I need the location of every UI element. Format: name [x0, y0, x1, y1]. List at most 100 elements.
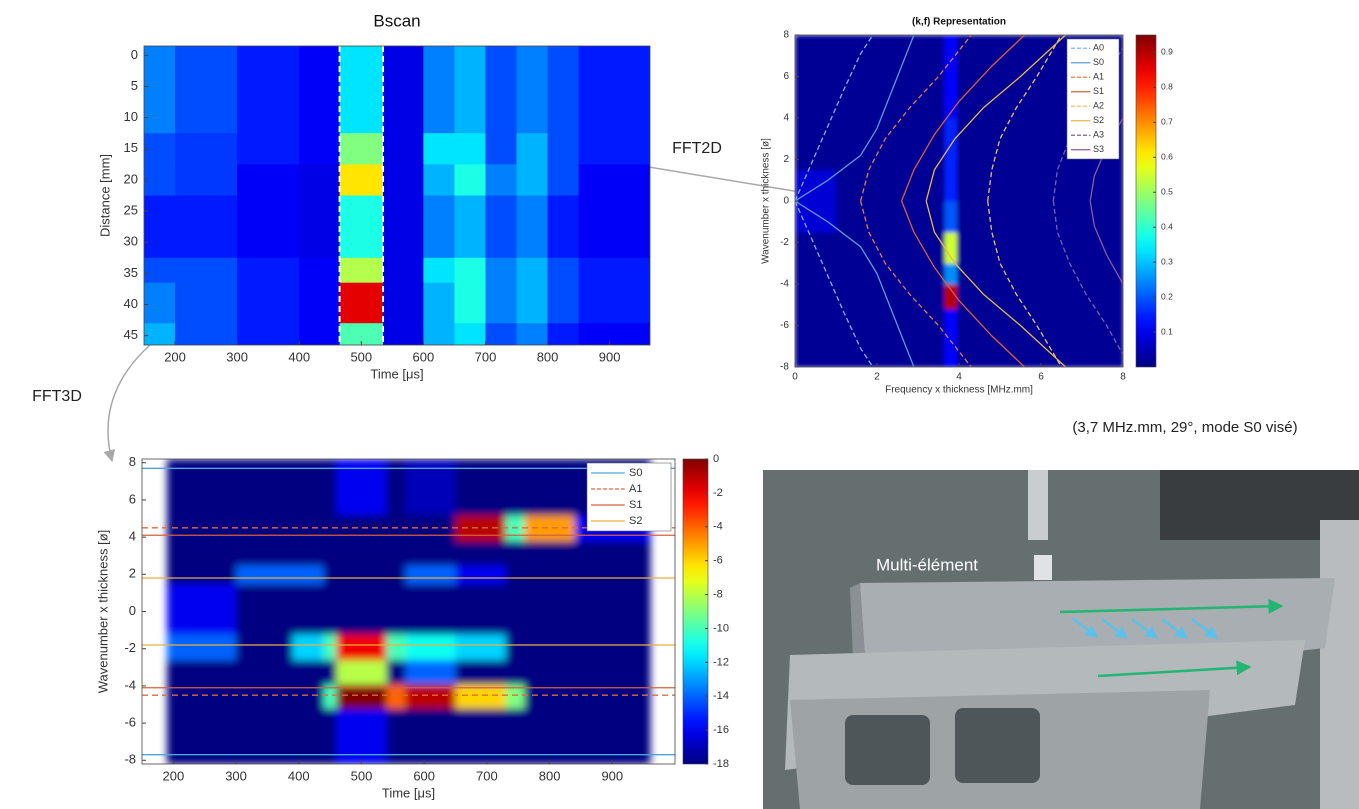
heatmap-cell — [336, 540, 388, 566]
heatmap-cell — [292, 708, 325, 764]
heatmap-cell — [236, 659, 293, 685]
heatmap-cell — [144, 282, 176, 324]
heatmap — [144, 46, 650, 345]
heatmap-cell — [1000, 263, 1042, 285]
heatmap-cell — [383, 257, 424, 284]
heatmap-cell — [299, 257, 341, 284]
heatmap-cell — [336, 565, 388, 585]
heatmap-cell — [956, 35, 1001, 119]
heatmap-cell — [454, 46, 486, 134]
heatmap-cell — [339, 257, 384, 284]
y-tick-label: -2 — [124, 640, 136, 655]
heatmap-cell — [237, 282, 300, 324]
legend-label: S1 — [629, 499, 642, 511]
heatmap-cell — [1000, 284, 1042, 310]
heatmap-cell — [574, 708, 651, 764]
photo-label: Multi-élément — [876, 555, 978, 574]
heatmap-cell — [237, 164, 300, 196]
x-tick-label: 8 — [1120, 372, 1126, 383]
x-tick-label: 2 — [874, 372, 880, 383]
heatmap-cell — [386, 708, 406, 764]
legend-label: S2 — [1093, 115, 1104, 125]
x-axis-label: Time [μs] — [382, 785, 435, 800]
heatmap-cell — [454, 282, 486, 324]
heatmap-cell — [386, 459, 406, 516]
heatmap-cell — [516, 164, 549, 196]
heatmap-cell — [505, 633, 526, 661]
heatmap-cell — [383, 195, 424, 259]
y-tick-label: 15 — [124, 140, 138, 155]
heatmap-cell — [144, 195, 176, 259]
heatmap-cell — [516, 323, 549, 345]
heatmap-cell — [323, 540, 337, 566]
heatmap-cell — [423, 257, 455, 284]
heatmap-cell — [167, 708, 237, 764]
heatmap-cell — [144, 323, 176, 345]
heatmap-cell — [1041, 201, 1083, 233]
heatmap-cell — [795, 201, 837, 233]
heatmap-cell — [175, 164, 238, 196]
heatmap-cell — [299, 282, 341, 324]
photo-caption: (3,7 MHz.mm, 29°, mode S0 visé) — [1072, 419, 1297, 436]
colorbar-tick-label: 0.1 — [1161, 326, 1173, 336]
heatmap-cell — [1082, 201, 1123, 233]
heatmap-cell — [547, 133, 580, 165]
heatmap-cell — [405, 659, 457, 685]
y-tick-label: 25 — [124, 203, 138, 218]
heatmap-cell — [1082, 284, 1123, 310]
x-tick-label: 600 — [413, 768, 435, 783]
heatmap-cell — [236, 633, 293, 661]
y-tick-label: -4 — [780, 279, 789, 290]
heatmap-cell — [918, 169, 946, 202]
legend-label: A1 — [629, 483, 642, 495]
colorbar-tick-label: 0.4 — [1161, 221, 1173, 231]
heatmap-cell — [524, 583, 576, 635]
heatmap-cell — [918, 35, 946, 119]
heatmap-cell — [516, 257, 549, 284]
heatmap-cell — [454, 195, 486, 259]
heatmap-cell — [323, 583, 337, 635]
heatmap-cell — [1000, 232, 1042, 264]
heatmap-cell — [795, 284, 837, 310]
heatmap-cell — [524, 565, 576, 585]
heatmap-cell — [144, 257, 176, 284]
heatmap-cell — [175, 282, 238, 324]
heatmap-cell — [547, 46, 580, 134]
x-tick-label: 800 — [539, 768, 561, 783]
heatmap-cell — [405, 565, 457, 585]
heatmap-cell — [836, 201, 878, 233]
heatmap-cell — [336, 659, 388, 685]
legend — [1066, 38, 1120, 160]
x-tick-label: 300 — [226, 349, 248, 364]
heatmap-cell — [336, 583, 388, 635]
heatmap-cell — [292, 633, 325, 661]
heatmap-cell — [323, 708, 337, 764]
y-axis-label: Wavenumber x thickness [ø] — [761, 138, 772, 264]
heatmap-cell — [323, 565, 337, 585]
heatmap-cell — [336, 708, 388, 764]
heatmap-cell — [175, 133, 238, 165]
heatmap-cell — [454, 323, 486, 345]
heatmap-cell — [574, 659, 651, 685]
heatmap-cell — [167, 633, 237, 661]
heatmap-cell — [454, 257, 486, 284]
colorbar-tick-label: 0.3 — [1161, 256, 1173, 266]
y-tick-label: 40 — [124, 296, 138, 311]
x-tick-label: 700 — [475, 349, 497, 364]
heatmap-cell — [405, 708, 457, 764]
heatmap-cell — [516, 133, 549, 165]
heatmap-cell — [795, 263, 837, 285]
heatmap-cell — [578, 164, 650, 196]
colorbar-tick-label: -8 — [713, 588, 723, 600]
heatmap-cell — [877, 284, 919, 310]
heatmap-cell — [956, 118, 1001, 171]
heatmap-cell — [454, 133, 486, 165]
colorbar-tick-label: 0.2 — [1161, 291, 1173, 301]
heatmap-cell — [516, 46, 549, 134]
heatmap-cell — [574, 540, 651, 566]
heatmap-cell — [339, 164, 384, 196]
heatmap-cell — [1000, 169, 1042, 202]
heatmap-cell — [144, 133, 176, 165]
x-tick-label: 500 — [350, 349, 372, 364]
heatmap-cell — [485, 195, 518, 259]
